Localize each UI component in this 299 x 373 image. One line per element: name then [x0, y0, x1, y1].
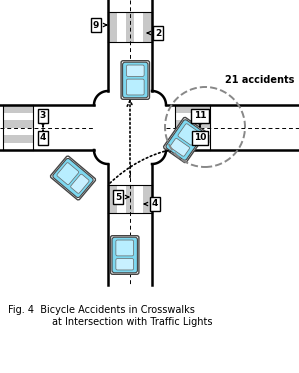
Text: 3: 3 [40, 112, 46, 120]
FancyBboxPatch shape [111, 236, 139, 274]
FancyBboxPatch shape [170, 138, 190, 156]
FancyBboxPatch shape [112, 237, 138, 273]
Text: 4: 4 [40, 134, 46, 142]
FancyBboxPatch shape [57, 163, 79, 185]
FancyBboxPatch shape [121, 61, 150, 99]
FancyBboxPatch shape [166, 120, 204, 160]
Bar [3, 120, 33, 128]
Text: at Intersection with Traffic Lights: at Intersection with Traffic Lights [52, 317, 213, 327]
Bar [108, 185, 117, 213]
Bar [175, 142, 210, 150]
Bar [3, 142, 33, 150]
Bar [175, 113, 210, 120]
Bar [126, 185, 134, 213]
Bar [126, 12, 134, 42]
Text: 2: 2 [155, 28, 161, 38]
FancyBboxPatch shape [116, 240, 134, 256]
Bar [134, 185, 143, 213]
Bar [3, 128, 33, 135]
FancyBboxPatch shape [126, 65, 144, 76]
FancyBboxPatch shape [51, 156, 96, 200]
Text: 4: 4 [152, 200, 158, 209]
Bar [117, 185, 126, 213]
Bar [143, 12, 152, 42]
FancyBboxPatch shape [178, 124, 200, 145]
Bar [175, 128, 210, 135]
Bar [108, 12, 117, 42]
Text: 10: 10 [194, 134, 206, 142]
Bar [117, 12, 126, 42]
Bar [3, 105, 33, 113]
FancyBboxPatch shape [53, 158, 93, 198]
FancyBboxPatch shape [164, 117, 206, 163]
Text: 21 accidents: 21 accidents [225, 75, 295, 85]
FancyBboxPatch shape [126, 79, 144, 95]
FancyBboxPatch shape [71, 174, 89, 193]
Text: 5: 5 [115, 192, 121, 201]
Text: 9: 9 [93, 21, 99, 29]
Bar [143, 185, 152, 213]
Bar [175, 135, 210, 142]
Text: 11: 11 [194, 112, 206, 120]
Bar [134, 12, 143, 42]
Bar [3, 135, 33, 142]
FancyBboxPatch shape [116, 258, 134, 270]
Bar [175, 120, 210, 128]
Text: Fig. 4  Bicycle Accidents in Crosswalks: Fig. 4 Bicycle Accidents in Crosswalks [8, 305, 195, 315]
Bar [175, 105, 210, 113]
FancyBboxPatch shape [123, 62, 148, 98]
Bar [3, 113, 33, 120]
